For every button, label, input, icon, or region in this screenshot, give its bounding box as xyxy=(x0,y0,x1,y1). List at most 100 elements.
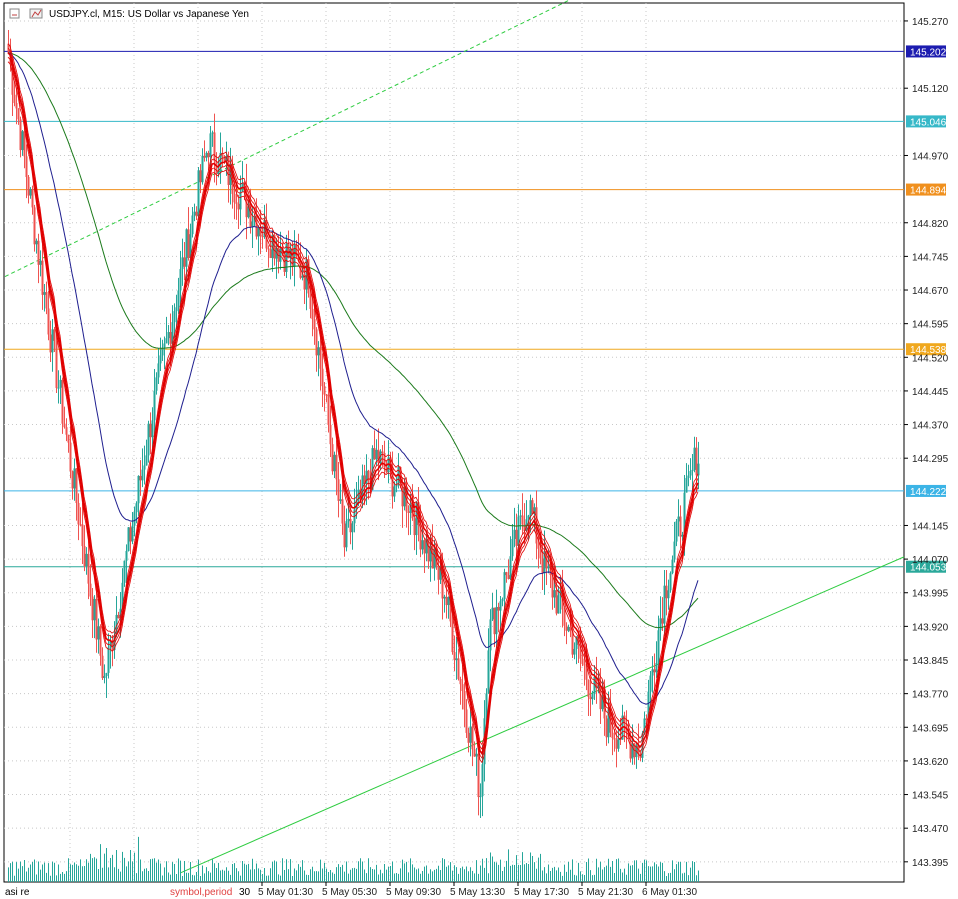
candle-body xyxy=(367,470,370,481)
candle-body xyxy=(529,500,532,516)
candle-body xyxy=(215,161,218,175)
candle xyxy=(95,586,98,653)
candle xyxy=(679,505,682,549)
candle xyxy=(653,653,656,691)
candle-body xyxy=(581,658,584,664)
candle xyxy=(49,320,52,363)
candle xyxy=(177,277,180,314)
indicator-label: symbol,period xyxy=(170,887,232,898)
candle-body xyxy=(313,319,316,330)
candle-body xyxy=(629,737,632,759)
candle xyxy=(61,377,64,434)
candle-body xyxy=(427,539,430,562)
candle xyxy=(103,664,106,684)
candle-body xyxy=(443,596,446,599)
candle xyxy=(319,332,322,391)
candle-body xyxy=(335,454,338,480)
candle xyxy=(655,641,658,678)
level-label: 145.202 xyxy=(910,47,947,58)
y-tick-label: 144.145 xyxy=(912,521,949,532)
candle xyxy=(131,512,134,545)
level-label: 144.894 xyxy=(910,186,947,197)
candle xyxy=(475,747,478,776)
candle-body xyxy=(525,519,528,531)
candle-body xyxy=(607,709,610,738)
candle xyxy=(203,140,206,162)
candle-body xyxy=(257,227,260,237)
candle-body xyxy=(147,423,150,456)
candle xyxy=(159,337,162,372)
candle xyxy=(41,240,44,310)
candle-body xyxy=(233,193,236,203)
candle xyxy=(249,188,252,234)
candle xyxy=(179,250,182,308)
candle xyxy=(31,185,34,215)
candle-body xyxy=(89,583,92,597)
candle xyxy=(505,571,508,583)
candle-body xyxy=(53,329,56,341)
candle-body xyxy=(433,549,436,569)
candle-body xyxy=(175,307,178,312)
candle xyxy=(245,163,248,240)
candle-body xyxy=(297,255,300,261)
candle xyxy=(85,547,88,575)
candle-body xyxy=(101,655,104,679)
candle-body xyxy=(421,540,424,550)
candle xyxy=(677,499,680,537)
candle-body xyxy=(651,669,654,676)
candle-body xyxy=(287,243,290,259)
candle xyxy=(493,607,496,648)
candle-body xyxy=(467,732,470,743)
candle xyxy=(145,439,148,466)
candle xyxy=(321,353,324,408)
y-tick-label: 144.070 xyxy=(912,555,949,566)
candle xyxy=(447,596,450,619)
candle-body xyxy=(145,455,148,466)
candle-body xyxy=(687,475,690,479)
candle-body xyxy=(99,626,102,656)
candle-body xyxy=(157,363,160,378)
candle-body xyxy=(269,249,272,258)
candle-body xyxy=(431,545,434,569)
candle xyxy=(237,194,240,230)
candle xyxy=(469,706,472,757)
candle-body xyxy=(163,343,166,349)
candle-body xyxy=(337,479,340,501)
candle-body xyxy=(95,598,98,640)
candle-body xyxy=(447,597,450,606)
candle-body xyxy=(463,690,466,710)
candle-body xyxy=(103,676,106,679)
level-tag xyxy=(906,183,946,196)
candle xyxy=(195,206,198,220)
candle xyxy=(689,458,692,480)
candle xyxy=(471,723,474,767)
y-tick-label: 143.545 xyxy=(912,791,949,802)
candle xyxy=(681,531,684,541)
candle-body xyxy=(397,466,400,486)
candle xyxy=(213,113,216,183)
candle xyxy=(199,164,202,194)
candle xyxy=(175,294,178,330)
candle-body xyxy=(247,206,250,218)
candle-body xyxy=(41,260,44,295)
candle-body xyxy=(341,499,344,524)
candle xyxy=(333,451,336,478)
candle xyxy=(531,497,534,515)
candle-body xyxy=(267,248,270,250)
candle xyxy=(273,232,276,266)
candle xyxy=(393,481,396,502)
candle-body xyxy=(221,152,224,157)
candle-body xyxy=(321,368,324,387)
level-tag xyxy=(906,343,946,356)
candle-body xyxy=(119,608,122,619)
time-axis: 5 May 01:30 5 May 05:30 5 May 09:30 5 May 1… xyxy=(258,882,697,898)
candle-body xyxy=(125,550,128,561)
candle-body xyxy=(691,469,694,472)
moving-averages xyxy=(7,43,699,764)
candle xyxy=(55,331,58,394)
candle-body xyxy=(371,448,374,490)
candle-body xyxy=(577,636,580,645)
candle xyxy=(661,597,664,631)
candle xyxy=(427,534,430,569)
